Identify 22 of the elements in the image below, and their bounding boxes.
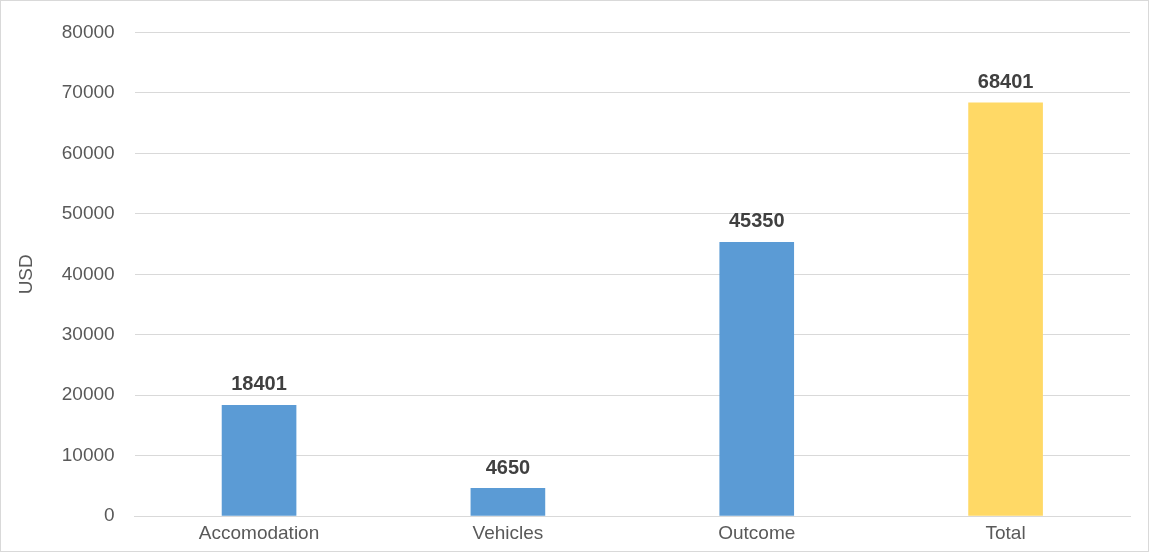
y-tick-label: 60000 <box>61 141 115 163</box>
y-tick-label: 40000 <box>61 262 115 284</box>
x-tick-label: Accomodation <box>198 521 320 543</box>
y-tick-label: 20000 <box>61 383 115 405</box>
y-axis-title: USD <box>14 254 36 295</box>
data-label: 18401 <box>231 372 287 395</box>
bar <box>968 102 1043 516</box>
x-tick-label: Vehicles <box>472 521 544 543</box>
data-label: 68401 <box>977 70 1034 93</box>
bar <box>221 404 297 516</box>
y-tick-label: 70000 <box>61 81 115 103</box>
data-label: 4650 <box>485 455 531 478</box>
y-tick-label: 80000 <box>61 20 115 42</box>
x-tick-label: Total <box>985 521 1026 543</box>
y-tick-label: 10000 <box>61 443 115 465</box>
y-tick-label: 30000 <box>61 323 115 345</box>
y-tick-label: 50000 <box>61 202 115 224</box>
data-label: 45350 <box>728 209 785 232</box>
x-tick-label: Outcome <box>718 521 796 543</box>
y-tick-label: 0 <box>104 504 115 526</box>
bar <box>719 241 795 516</box>
bar <box>470 488 546 516</box>
